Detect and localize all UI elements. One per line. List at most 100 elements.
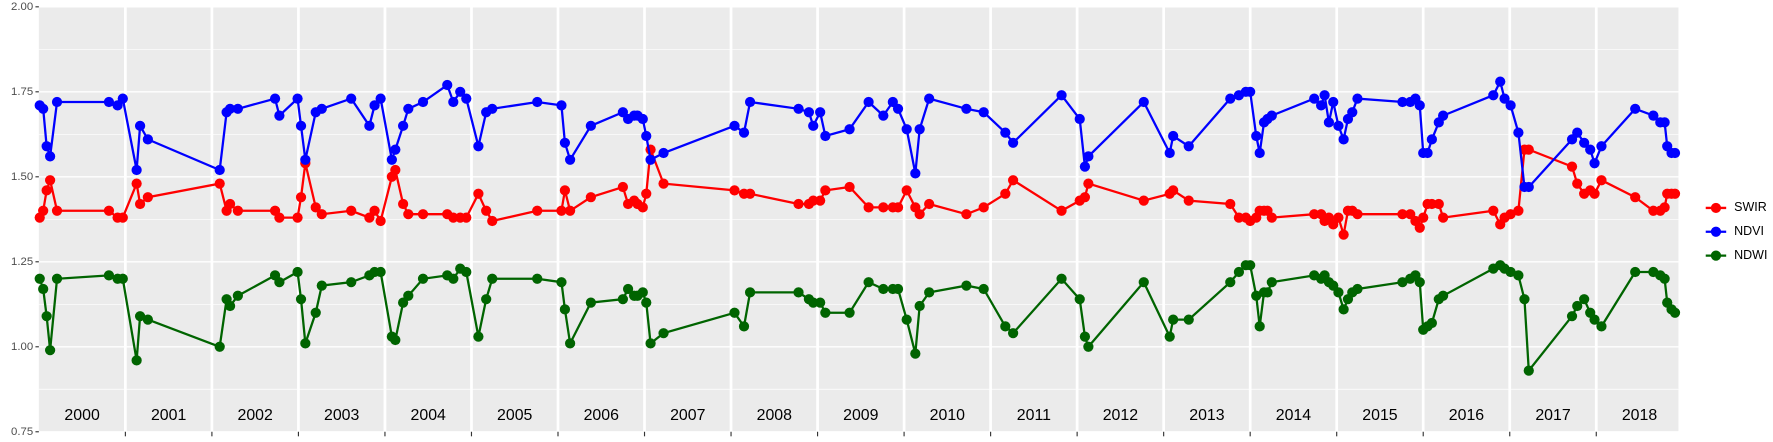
data-point [556, 205, 567, 216]
data-point [729, 185, 740, 196]
data-point [417, 273, 429, 284]
data-point [292, 266, 303, 278]
data-point [1168, 314, 1179, 325]
data-point [44, 151, 56, 162]
data-point [403, 290, 414, 301]
data-point [1488, 205, 1499, 216]
data-point [1056, 273, 1067, 284]
data-point [1505, 266, 1516, 278]
data-point [142, 134, 153, 145]
data-point [564, 338, 576, 349]
legend-label: NDWI [1734, 248, 1767, 262]
data-point [815, 297, 826, 308]
data-point [1007, 175, 1019, 186]
data-point [461, 266, 472, 278]
data-point [1438, 212, 1449, 223]
data-point [622, 283, 634, 295]
data-point [1659, 202, 1670, 213]
data-point [1138, 277, 1149, 288]
data-point [481, 205, 492, 216]
data-point [658, 328, 669, 339]
data-point [292, 212, 303, 223]
data-point [1083, 341, 1094, 352]
year-label: 2007 [670, 407, 706, 424]
data-point [117, 93, 128, 104]
data-point [142, 314, 153, 325]
data-point [1245, 260, 1256, 271]
data-point [1254, 321, 1265, 332]
data-point [1523, 181, 1534, 193]
data-point [924, 93, 935, 104]
data-point [300, 154, 311, 165]
data-point [1579, 294, 1590, 305]
data-point [1083, 178, 1094, 189]
data-point [1168, 185, 1179, 196]
data-point [369, 205, 380, 216]
data-point [815, 195, 826, 206]
data-point [1183, 141, 1194, 152]
data-point [1183, 195, 1194, 206]
data-point [744, 188, 756, 199]
data-point [1438, 110, 1449, 121]
data-point [978, 202, 989, 213]
data-point [214, 178, 225, 189]
data-point [637, 287, 648, 298]
data-point [878, 110, 889, 121]
data-point [559, 137, 571, 148]
data-point [793, 198, 804, 210]
data-point [310, 202, 321, 213]
data-point [487, 273, 498, 284]
data-point [455, 86, 466, 97]
data-point [1000, 188, 1011, 199]
data-point [1585, 144, 1596, 155]
data-point [1589, 158, 1600, 169]
data-point [1225, 93, 1236, 104]
data-point [820, 130, 831, 142]
data-point [1513, 205, 1524, 216]
data-point [793, 287, 804, 298]
data-point [815, 107, 826, 118]
data-point [844, 124, 855, 135]
data-point [892, 103, 904, 114]
data-point [1422, 147, 1433, 159]
data-point [232, 103, 243, 114]
data-point [559, 185, 571, 196]
data-point [403, 209, 414, 220]
year-label: 2018 [1622, 407, 1658, 424]
year-label: 2014 [1276, 407, 1312, 424]
data-point [487, 103, 498, 114]
data-point [1414, 222, 1425, 233]
data-point [1630, 103, 1641, 114]
data-point [1589, 188, 1600, 199]
data-point [585, 192, 596, 203]
data-point [1418, 212, 1429, 223]
data-point [448, 273, 459, 284]
data-point [316, 280, 327, 291]
data-point [134, 311, 146, 322]
data-point [820, 185, 831, 196]
data-point [1309, 93, 1320, 104]
data-point [1352, 283, 1363, 295]
data-point [38, 205, 49, 216]
data-point [585, 120, 596, 131]
data-point [1566, 161, 1578, 172]
data-point [641, 188, 652, 199]
data-point [1056, 90, 1067, 101]
data-point [103, 270, 115, 281]
year-label: 2017 [1535, 407, 1571, 424]
data-point [390, 144, 401, 155]
data-point [295, 294, 307, 305]
data-point [292, 93, 303, 104]
data-point [1659, 117, 1670, 128]
data-point [346, 277, 357, 288]
data-point [637, 113, 648, 125]
data-point [1225, 277, 1236, 288]
data-point [961, 209, 972, 220]
year-label: 2002 [237, 407, 273, 424]
data-point [224, 103, 236, 114]
data-point [44, 345, 56, 356]
data-point [481, 294, 492, 305]
data-point [556, 277, 567, 288]
data-point [1266, 277, 1277, 288]
